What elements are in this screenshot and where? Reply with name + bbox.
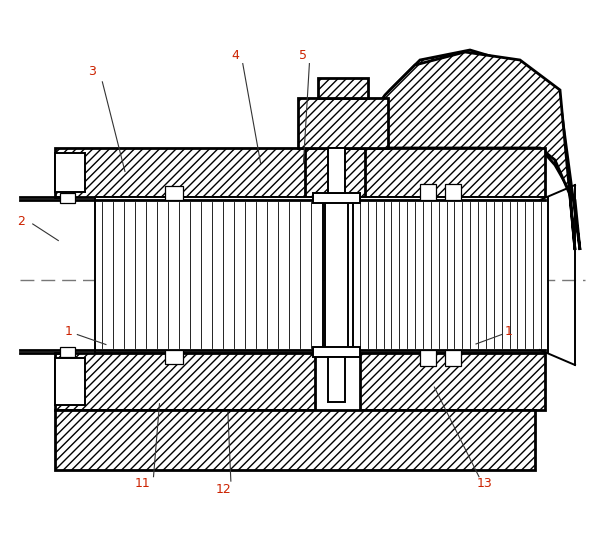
Bar: [95, 197, 323, 353]
Text: 13: 13: [477, 477, 493, 491]
Text: 1: 1: [505, 325, 513, 338]
Polygon shape: [365, 52, 575, 250]
Bar: [328, 148, 345, 193]
Bar: [55, 353, 315, 410]
Bar: [60, 193, 75, 203]
Bar: [305, 148, 365, 197]
Bar: [313, 193, 360, 203]
Bar: [60, 347, 75, 357]
Bar: [360, 353, 545, 410]
Bar: [318, 78, 368, 98]
Bar: [420, 184, 436, 200]
Bar: [328, 357, 345, 402]
Bar: [165, 186, 183, 200]
Bar: [298, 98, 388, 148]
Text: 1: 1: [64, 325, 73, 338]
Bar: [313, 347, 360, 357]
Text: 11: 11: [135, 477, 151, 491]
Bar: [325, 197, 348, 353]
Text: 12: 12: [215, 483, 231, 496]
Bar: [420, 350, 436, 366]
Bar: [55, 410, 535, 470]
Bar: [55, 358, 85, 405]
Bar: [55, 153, 85, 192]
Bar: [445, 350, 461, 366]
Bar: [165, 350, 183, 364]
Bar: [445, 184, 461, 200]
Bar: [360, 148, 545, 197]
Text: 3: 3: [88, 65, 96, 79]
Text: 5: 5: [299, 49, 308, 62]
Text: 2: 2: [17, 215, 25, 228]
Bar: [55, 148, 315, 197]
Text: 4: 4: [231, 49, 239, 62]
Bar: [353, 197, 548, 353]
Polygon shape: [360, 50, 580, 250]
